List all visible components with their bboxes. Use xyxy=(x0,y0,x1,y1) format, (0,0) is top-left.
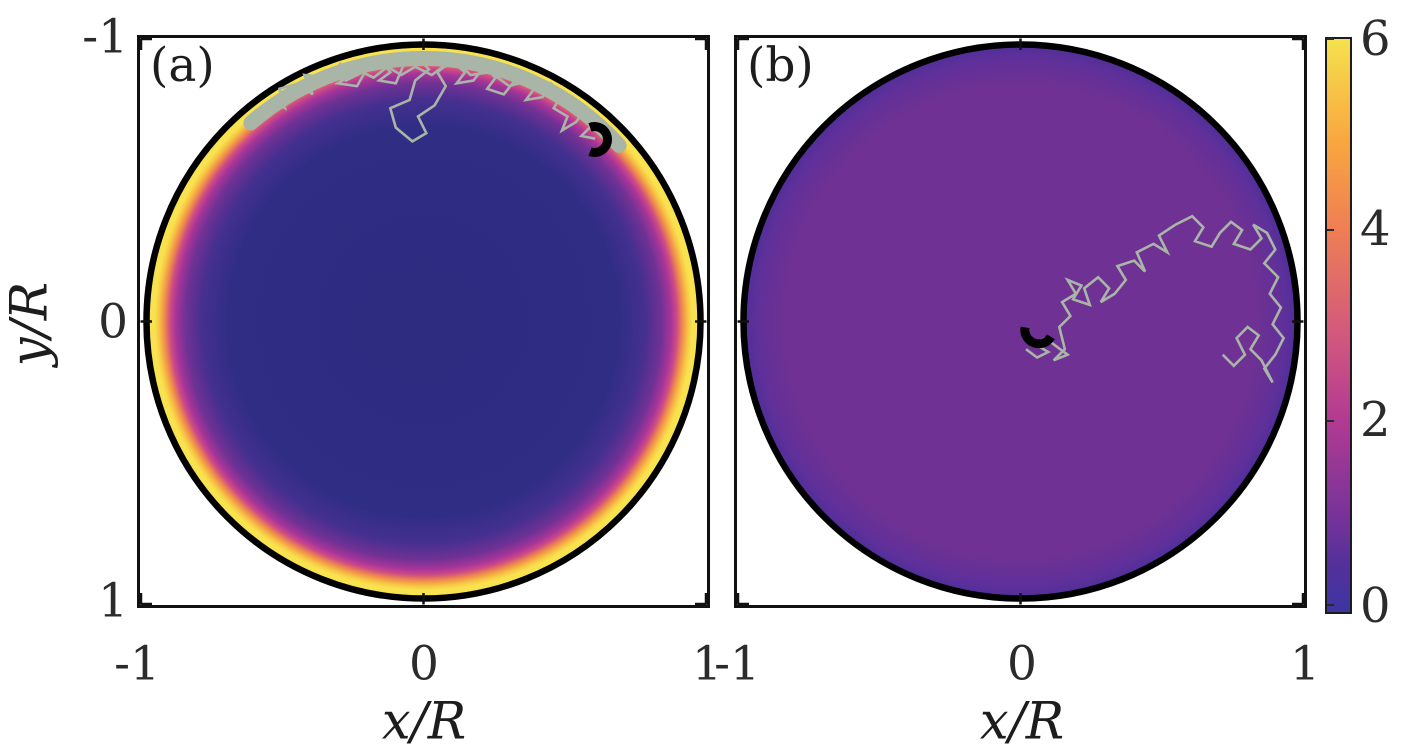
y-tick-1: 1 xyxy=(98,573,128,629)
x-tick-a-0: 0 xyxy=(409,636,439,692)
panel-b-plot xyxy=(734,35,1307,608)
axes-frame xyxy=(734,35,1307,608)
colorbar xyxy=(1325,37,1352,614)
panel-b-label: (b) xyxy=(747,38,814,93)
y-axis-label: y/R xyxy=(0,281,60,367)
disk-heatmap xyxy=(740,41,1301,602)
trajectory-path xyxy=(1025,214,1286,384)
particle-marker xyxy=(1020,326,1055,349)
colorbar-tick-mark xyxy=(1327,420,1334,423)
axes-frame xyxy=(137,35,710,608)
trajectory-path xyxy=(256,56,596,143)
boundary-accumulation-band xyxy=(243,50,627,153)
colorbar-tick-2: 2 xyxy=(1360,392,1391,448)
x-tick-a-minus1: -1 xyxy=(114,636,160,692)
colorbar-tick-6: 6 xyxy=(1360,11,1391,67)
colorbar-tick-4: 4 xyxy=(1360,201,1391,257)
x-tick-b-minus1: -1 xyxy=(714,636,760,692)
x-tick-a-1: 1 xyxy=(692,636,722,692)
colorbar-tick-mark xyxy=(1327,604,1334,606)
x-axis-label-b: x/R xyxy=(979,692,1065,750)
particle-marker xyxy=(588,122,612,157)
trajectory-path xyxy=(298,62,574,110)
colorbar-tick-0: 0 xyxy=(1360,578,1391,634)
x-tick-b-0: 0 xyxy=(1007,636,1037,692)
x-axis-label-a: x/R xyxy=(381,692,467,750)
y-tick-minus1: -1 xyxy=(82,9,128,65)
colorbar-tick-mark xyxy=(1327,228,1334,231)
x-tick-b-1: 1 xyxy=(1290,636,1320,692)
y-tick-0: 0 xyxy=(98,294,128,350)
colorbar-tick-mark xyxy=(1327,38,1334,40)
panel-a-plot xyxy=(137,35,710,608)
panel-a-label: (a) xyxy=(150,38,215,93)
